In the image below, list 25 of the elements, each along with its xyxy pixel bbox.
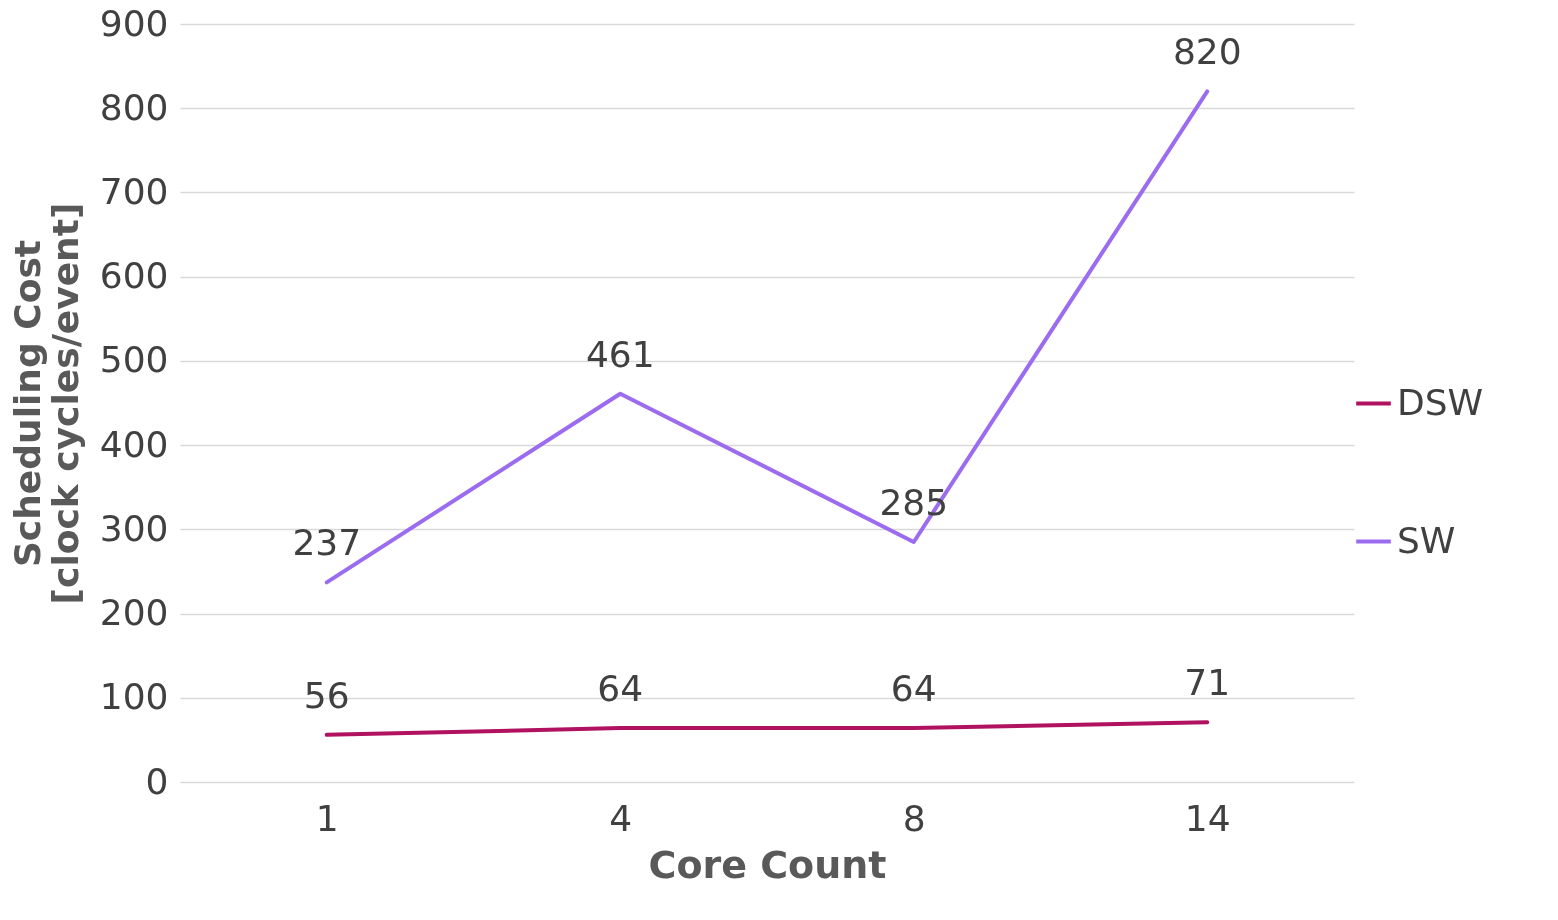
x-tick-label: 4 bbox=[609, 797, 633, 839]
y-tick-label: 300 bbox=[99, 507, 169, 549]
data-label: 461 bbox=[585, 333, 655, 375]
y-tick-label: 900 bbox=[99, 2, 169, 44]
legend-label: DSW bbox=[1397, 381, 1484, 423]
y-axis-title: Scheduling Cost [clock cycles/event] bbox=[6, 202, 86, 605]
x-axis-title: Core Count bbox=[648, 842, 887, 887]
legend-label: SW bbox=[1397, 519, 1456, 561]
y-tick-label: 500 bbox=[99, 339, 169, 381]
data-label: 237 bbox=[292, 522, 362, 564]
y-tick-label: 0 bbox=[145, 760, 169, 802]
data-label: 71 bbox=[1184, 662, 1231, 704]
y-tick-label: 700 bbox=[99, 170, 169, 212]
data-label: 64 bbox=[890, 668, 937, 710]
data-label: 56 bbox=[303, 674, 350, 716]
data-label: 820 bbox=[1172, 31, 1242, 73]
y-tick-label: 200 bbox=[99, 592, 169, 634]
y-tick-label: 800 bbox=[99, 86, 169, 128]
y-tick-label: 400 bbox=[99, 423, 169, 465]
x-tick-label: 14 bbox=[1184, 797, 1231, 839]
x-tick-label: 8 bbox=[902, 797, 926, 839]
y-tick-label: 600 bbox=[99, 255, 169, 297]
data-label: 64 bbox=[597, 668, 644, 710]
y-tick-label: 100 bbox=[99, 676, 169, 718]
x-tick-label: 1 bbox=[315, 797, 339, 839]
